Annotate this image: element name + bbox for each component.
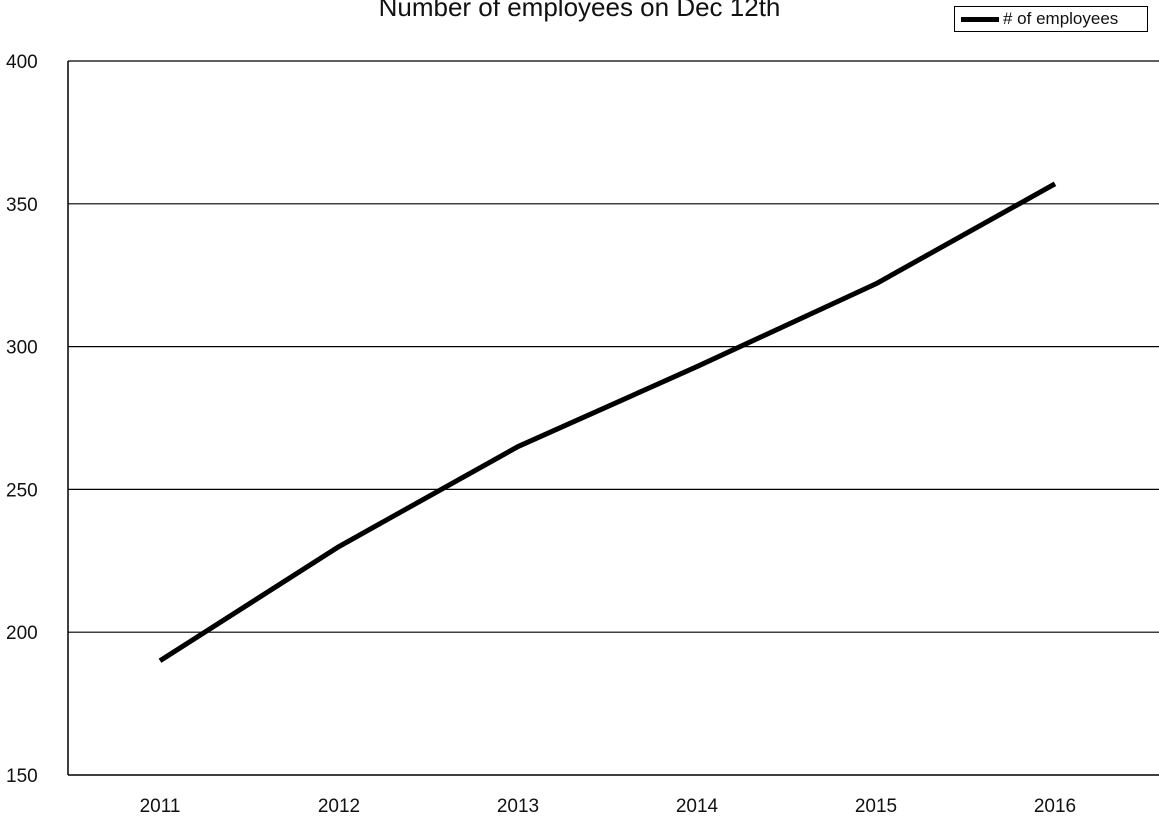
legend-label: # of employees	[1003, 9, 1119, 28]
x-tick-label: 2016	[1034, 796, 1076, 817]
series-line	[158, 181, 1057, 663]
y-tick-label: 400	[6, 52, 38, 73]
y-tick-label: 250	[6, 480, 38, 501]
x-tick-label: 2015	[855, 796, 897, 817]
y-tick-label: 200	[6, 623, 38, 644]
y-tick-label: 350	[6, 195, 38, 216]
x-tick-label: 2014	[676, 796, 719, 817]
x-tick-label: 2012	[318, 796, 360, 817]
x-tick-label: 2011	[140, 796, 181, 817]
y-tick-label: 300	[6, 338, 38, 359]
chart-title: Number of employees on Dec 12th	[378, 0, 781, 22]
x-tick-label: 2013	[497, 796, 539, 817]
legend-swatch	[961, 16, 999, 22]
y-tick-label: 150	[6, 766, 38, 787]
legend: # of employees	[954, 6, 1148, 32]
